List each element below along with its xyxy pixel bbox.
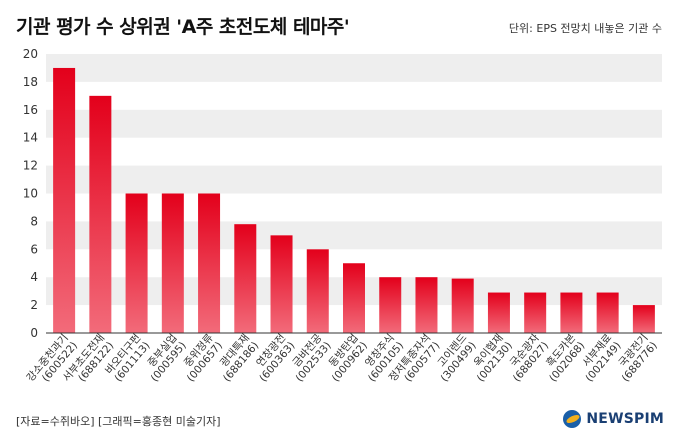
bar — [343, 263, 365, 333]
bar — [161, 193, 184, 333]
bar — [632, 305, 655, 333]
x-tick-label: 동방탄업(000962) — [326, 331, 370, 384]
grid-band — [46, 165, 662, 194]
y-tick-label: 0 — [30, 326, 38, 340]
x-tick-label: 중위정류(000657) — [181, 331, 225, 384]
x-tick-label: 서부재료(002149) — [580, 332, 623, 385]
y-tick-label: 16 — [23, 103, 38, 117]
x-tick-label: 중부실업(000595) — [145, 331, 189, 384]
bar — [596, 292, 619, 333]
y-tick-label: 4 — [30, 270, 38, 284]
y-tick-label: 14 — [23, 131, 38, 145]
grid-band — [46, 54, 662, 82]
y-tick-label: 10 — [23, 187, 38, 201]
newspim-logo: NEWSPIM — [563, 410, 664, 428]
bar — [524, 292, 547, 333]
x-tick-label: 고이렌드(300499) — [435, 332, 478, 385]
y-tick-label: 20 — [23, 47, 38, 61]
grid-band — [46, 109, 662, 138]
x-tick-label: 국광전기(688776) — [617, 332, 660, 384]
x-tick-label: 흑도카본(002068) — [543, 331, 587, 384]
newspim-logo-icon — [563, 410, 582, 428]
source-credit: [자료=수쥐바오] [그래픽=홍종현 미술기자] — [16, 415, 221, 428]
grid-band — [46, 221, 662, 250]
bar — [270, 235, 293, 333]
bar — [306, 249, 329, 333]
chart-title: 기관 평가 수 상위권 'A주 초전도체 테마주' — [16, 16, 350, 38]
bar — [234, 224, 257, 333]
unit-note: 단위: EPS 전망치 내놓은 기관 수 — [508, 22, 662, 35]
bar — [451, 278, 474, 333]
y-tick-label: 2 — [30, 298, 38, 312]
bar — [487, 292, 510, 333]
y-tick-label: 6 — [30, 242, 38, 256]
bar — [415, 277, 438, 333]
bar — [89, 95, 112, 333]
bar — [53, 67, 76, 333]
x-tick-label: 금바전공(002533) — [291, 332, 334, 385]
x-tick-label: 옥이협재(002130) — [471, 331, 515, 384]
bar — [198, 193, 221, 333]
x-tick-label: 바오티구펀(601113) — [103, 332, 152, 384]
bar — [379, 277, 402, 333]
bar — [560, 292, 583, 333]
y-tick-label: 12 — [23, 159, 38, 173]
logo-text: NEWSPIM — [586, 411, 664, 427]
x-tick-label: 광대특재(688186) — [218, 332, 261, 384]
y-tick-label: 8 — [30, 214, 38, 228]
bar — [125, 193, 148, 333]
x-tick-label: 연창광전(600363) — [254, 332, 297, 384]
y-tick-label: 18 — [23, 75, 38, 89]
x-tick-label: 국순광자(688027) — [508, 332, 551, 385]
